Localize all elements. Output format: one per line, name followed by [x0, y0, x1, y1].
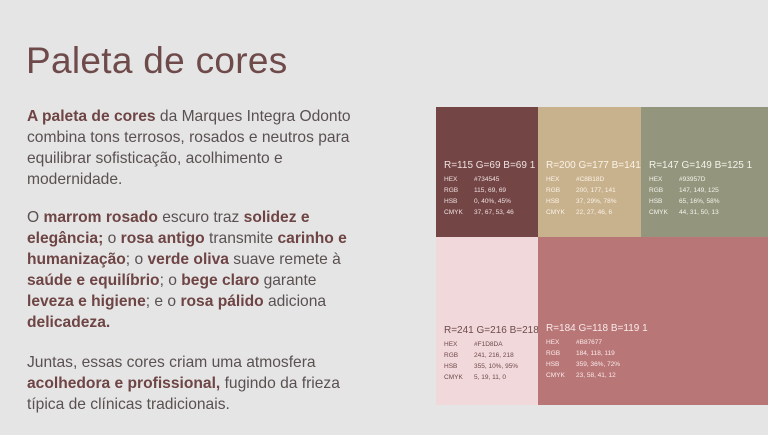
swatch-label: CMYK	[649, 209, 668, 216]
swatch-rgb-row: RGB 147, 149, 125	[649, 185, 768, 196]
swatch-cmyk-row: CMYK 44, 31, 50, 13	[649, 207, 768, 218]
swatch-label: HSB	[444, 363, 458, 370]
swatch-rgb-row: RGB 184, 118, 119	[546, 348, 768, 359]
swatch-label: HEX	[546, 176, 560, 183]
swatch-label: RGB	[649, 187, 664, 194]
swatch-rgb-row: RGB 241, 216, 218	[444, 350, 538, 361]
swatch-label: RGB	[546, 350, 561, 357]
swatch-title: R=241 G=216 B=218 1	[444, 325, 548, 336]
swatch-rgb-value: 115, 69, 69	[474, 187, 507, 194]
page-title: Paleta de cores	[26, 40, 288, 81]
swatch-label: HSB	[546, 198, 560, 205]
swatch-cmyk-value: 23, 58, 41, 12	[576, 372, 616, 379]
swatch-rgb-value: 184, 118, 119	[576, 350, 615, 357]
swatch-label: HSB	[649, 198, 663, 205]
swatch-cmyk-value: 44, 31, 50, 13	[679, 209, 719, 216]
swatch-cmyk-value: 37, 67, 53, 46	[474, 209, 514, 216]
swatch-title: R=184 G=118 B=119 1	[546, 323, 648, 334]
swatch-hsb-value: 355, 10%, 95%	[474, 363, 519, 370]
color-swatch: R=115 G=69 B=69 1 HEX #734545 RGB 115, 69, 6…	[436, 107, 538, 237]
swatch-hex-value: #F1D8DA	[474, 341, 503, 348]
swatch-rgb-row: RGB 200, 177, 141	[546, 185, 641, 196]
swatch-rgb-value: 241, 216, 218	[474, 352, 514, 359]
swatch-hex-value: #C8B18D	[576, 176, 605, 183]
swatch-hsb-row: HSB 0, 40%, 45%	[444, 196, 538, 207]
swatch-title: R=147 G=149 B=125 1	[649, 160, 753, 171]
conclusion-paragraph: Juntas, essas cores criam uma atmosfera …	[27, 354, 340, 413]
swatch-rgb-value: 147, 149, 125	[679, 187, 719, 194]
swatch-cmyk-row: CMYK 5, 19, 11, 0	[444, 372, 538, 383]
swatch-cmyk-value: 5, 19, 11, 0	[474, 374, 507, 381]
swatch-hsb-value: 37, 29%, 78%	[576, 198, 617, 205]
swatch-hsb-row: HSB 65, 16%, 58%	[649, 196, 768, 207]
swatch-label: RGB	[444, 352, 459, 359]
swatch-title: R=200 G=177 B=141	[546, 160, 641, 171]
swatch-label: HEX	[546, 339, 560, 346]
swatch-label: CMYK	[444, 374, 463, 381]
color-swatch: R=200 G=177 B=141 HEX #C8B18D RGB 200, 177, …	[538, 107, 641, 237]
swatch-title: R=115 G=69 B=69 1	[444, 160, 536, 171]
swatch-hsb-row: HSB 359, 36%, 72%	[546, 359, 768, 370]
swatch-hsb-row: HSB 37, 29%, 78%	[546, 196, 641, 207]
swatch-label: CMYK	[546, 209, 565, 216]
swatch-hex-row: HEX #F1D8DA	[444, 339, 538, 350]
swatch-hsb-value: 359, 36%, 72%	[576, 361, 621, 368]
swatch-cmyk-row: CMYK 22, 27, 46, 6	[546, 207, 641, 218]
swatch-label: HEX	[649, 176, 663, 183]
swatch-hex-row: HEX #C8B18D	[546, 174, 641, 185]
swatch-cmyk-row: CMYK 23, 58, 41, 12	[546, 370, 768, 381]
color-swatch: R=241 G=216 B=218 1 HEX #F1D8DA RGB 241, 216…	[436, 237, 548, 405]
swatch-label: CMYK	[444, 209, 463, 216]
colors-paragraph: O marrom rosado escuro traz solidez e el…	[27, 209, 347, 331]
swatch-label: HEX	[444, 176, 458, 183]
swatch-cmyk-row: CMYK 37, 67, 53, 46	[444, 207, 538, 218]
swatch-rgb-value: 200, 177, 141	[576, 187, 616, 194]
swatch-label: HSB	[546, 361, 560, 368]
intro-paragraph: A paleta de cores da Marques Integra Odo…	[27, 108, 351, 188]
color-swatch: R=184 G=118 B=119 1 HEX #B87677 RGB 184, 118…	[538, 237, 768, 405]
color-swatch: R=147 G=149 B=125 1 HEX #93957D RGB 147, 149…	[641, 107, 768, 237]
swatch-label: CMYK	[546, 372, 565, 379]
swatch-hex-value: #93957D	[679, 176, 706, 183]
swatch-label: HSB	[444, 198, 458, 205]
swatch-rgb-row: RGB 115, 69, 69	[444, 185, 538, 196]
swatch-hsb-value: 0, 40%, 45%	[474, 198, 511, 205]
swatch-hex-row: HEX #734545	[444, 174, 538, 185]
swatch-cmyk-value: 22, 27, 46, 6	[576, 209, 613, 216]
swatch-hex-value: #734545	[474, 176, 500, 183]
swatch-hsb-value: 65, 16%, 58%	[679, 198, 720, 205]
swatch-hex-row: HEX #93957D	[649, 174, 768, 185]
swatch-label: RGB	[546, 187, 561, 194]
swatch-hsb-row: HSB 355, 10%, 95%	[444, 361, 538, 372]
swatch-label: RGB	[444, 187, 459, 194]
swatch-label: HEX	[444, 341, 458, 348]
swatch-hex-row: HEX #B87677	[546, 337, 768, 348]
swatch-hex-value: #B87677	[576, 339, 603, 346]
